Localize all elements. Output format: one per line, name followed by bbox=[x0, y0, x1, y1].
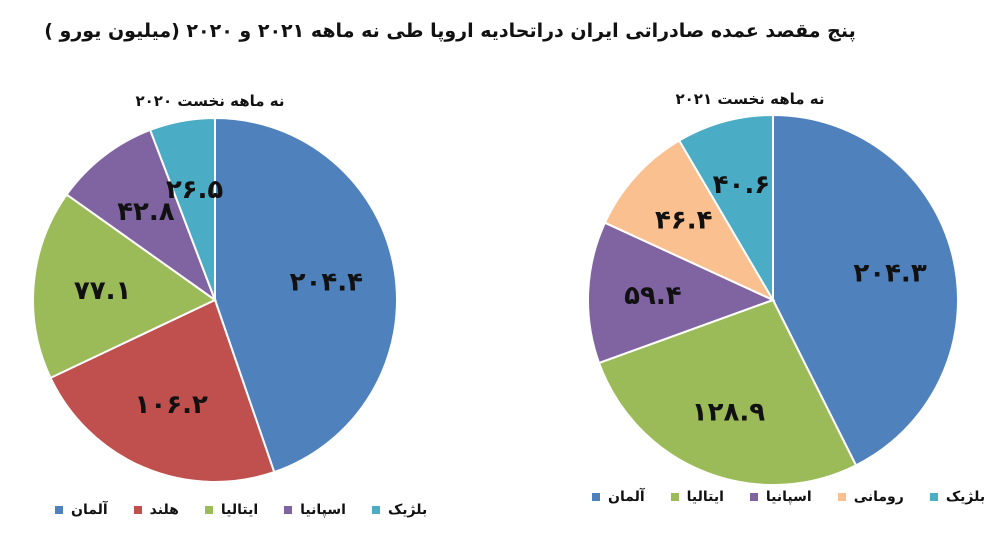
pie-slice-2020-3 bbox=[65, 128, 218, 303]
data-label-2021-0: ۲۰۴.۳ bbox=[853, 258, 926, 288]
legend-item-2020-2: ایتالیا bbox=[204, 502, 259, 518]
pie-slice-2021-4 bbox=[677, 113, 774, 304]
legend-label: هلند bbox=[149, 502, 179, 518]
legend-item-2021-0: آلمان bbox=[592, 489, 645, 505]
legend-swatch bbox=[837, 493, 846, 501]
legend-label: آلمان bbox=[71, 502, 108, 518]
pie-slice-2021-3 bbox=[603, 139, 776, 303]
data-label-2020-2: ۷۷.۱ bbox=[74, 276, 131, 306]
data-label-2020-0: ۲۰۴.۴ bbox=[290, 267, 363, 297]
legend-swatch bbox=[371, 506, 380, 514]
legend-item-2021-3: رومانی bbox=[837, 489, 904, 505]
legend-swatch bbox=[133, 506, 142, 514]
legend-label: بلژیک bbox=[387, 502, 428, 518]
legend-swatch bbox=[55, 506, 63, 514]
pie-slice-2021-1 bbox=[597, 298, 858, 486]
legend-label: آلمان bbox=[608, 489, 645, 505]
data-label-2021-3: ۴۶.۴ bbox=[655, 205, 712, 235]
legend-swatch bbox=[204, 506, 213, 514]
data-label-2021-4: ۴۰.۶ bbox=[713, 170, 770, 200]
legend-item-2020-3: اسپانیا bbox=[284, 502, 346, 518]
legend-label: اسپانیا bbox=[765, 489, 812, 505]
chart-title-2021: نه ماهه نخست ۲۰۲۱ bbox=[675, 90, 825, 108]
legend-item-2020-0: آلمان bbox=[55, 502, 108, 518]
legend-label: بلژیک bbox=[945, 489, 986, 505]
legend-2020: آلمان هلند ایتالیا اسپانیا بلژیک bbox=[55, 502, 427, 518]
page-title: پنج مقصد عمده صادراتی ایران دراتحادیه ار… bbox=[44, 20, 856, 42]
legend-swatch bbox=[284, 506, 293, 514]
legend-swatch bbox=[592, 493, 600, 501]
legend-swatch bbox=[929, 493, 938, 501]
data-label-2021-1: ۱۲۸.۹ bbox=[692, 398, 765, 428]
legend-item-2020-1: هلند bbox=[133, 502, 179, 518]
pie-slice-2021-2 bbox=[587, 221, 776, 365]
data-label-2021-2: ۵۹.۴ bbox=[624, 281, 681, 311]
legend-swatch bbox=[670, 493, 679, 501]
data-label-2020-3: ۴۲.۸ bbox=[117, 197, 175, 227]
legend-label: رومانی bbox=[853, 489, 904, 505]
pie-slice-2020-1 bbox=[49, 298, 276, 483]
legend-item-2020-4: بلژیک bbox=[371, 502, 428, 518]
data-label-2020-4: ۲۶.۵ bbox=[166, 175, 224, 205]
legend-label: اسپانیا bbox=[300, 502, 346, 518]
legend-item-2021-1: ایتالیا bbox=[670, 489, 724, 505]
data-label-2020-1: ۱۰۶.۲ bbox=[135, 390, 208, 420]
legend-label: ایتالیا bbox=[686, 489, 724, 505]
pie-slice-2020-0 bbox=[214, 116, 398, 474]
pie-slice-2021-0 bbox=[772, 113, 959, 467]
legend-item-2021-4: بلژیک bbox=[929, 489, 986, 505]
pie-slice-2020-4 bbox=[148, 116, 216, 301]
chart-title-2020: نه ماهه نخست ۲۰۲۰ bbox=[135, 92, 285, 110]
legend-item-2021-2: اسپانیا bbox=[749, 489, 812, 505]
legend-label: ایتالیا bbox=[220, 502, 259, 518]
legend-swatch bbox=[749, 493, 758, 501]
pie-slice-2020-2 bbox=[32, 193, 217, 380]
legend-2021: آلمان ایتالیا اسپانیا رومانی بلژیک bbox=[592, 489, 985, 505]
